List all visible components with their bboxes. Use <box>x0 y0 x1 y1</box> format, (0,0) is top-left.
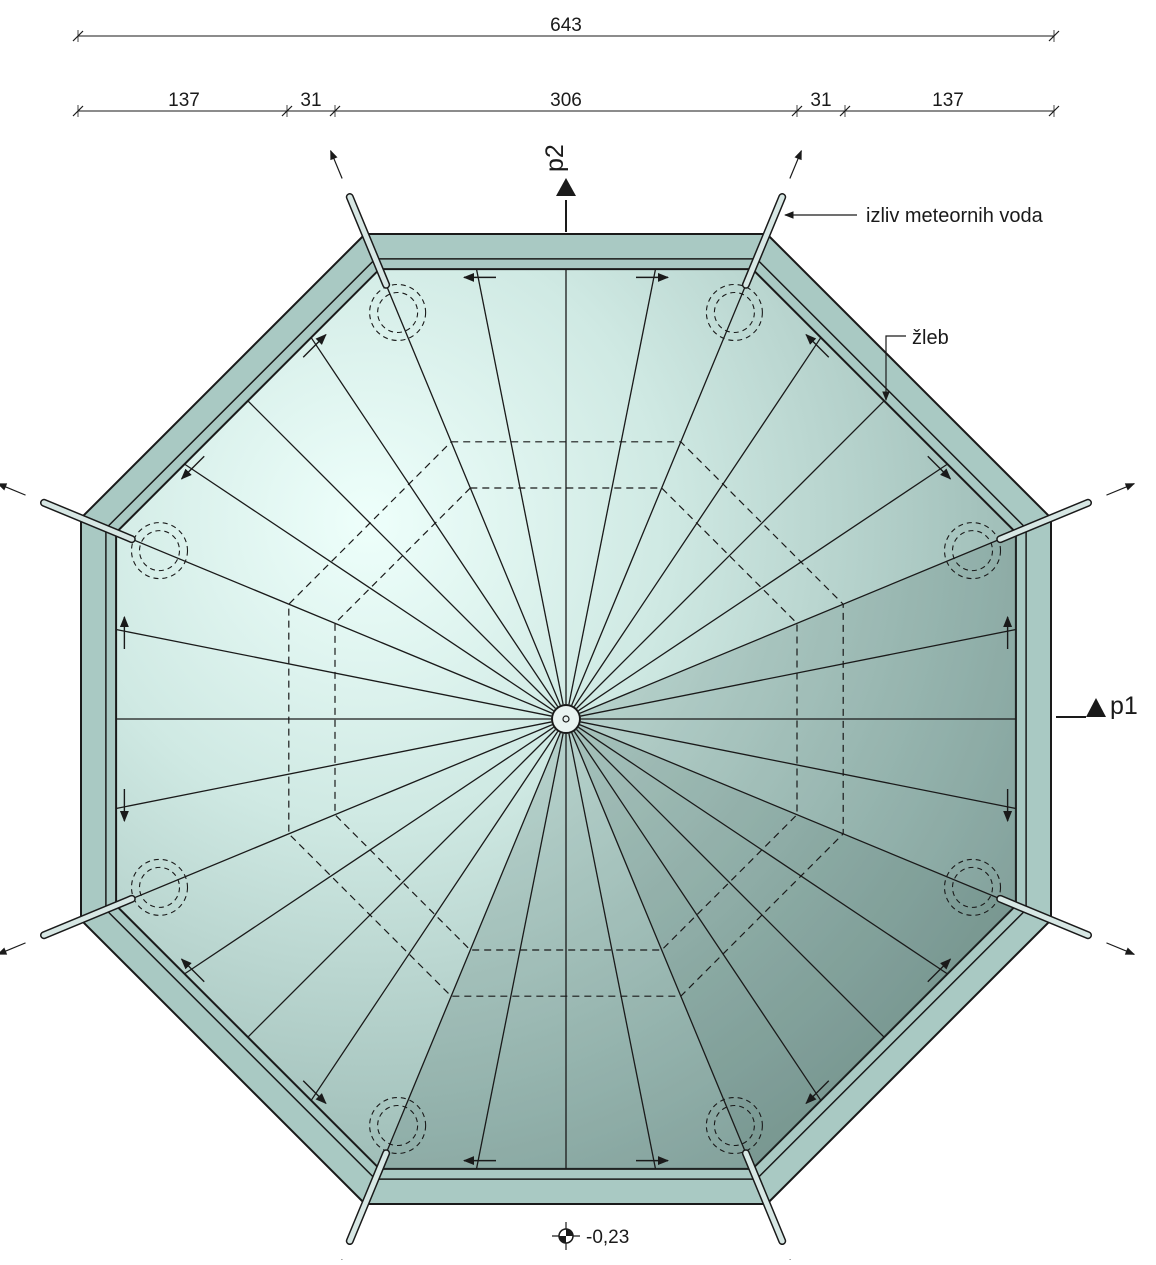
rafter-line <box>568 268 657 705</box>
spout-pipe <box>347 194 389 288</box>
gutter-flow-arrow <box>302 333 327 358</box>
spout-flow-arrow <box>789 149 802 179</box>
rafter-line <box>475 268 564 705</box>
section-p1-triangle-icon <box>1086 698 1106 717</box>
gutter-flow-arrow <box>927 958 952 983</box>
downpipe-inner-circle <box>951 866 994 908</box>
gutter-flow-arrow <box>927 455 952 480</box>
downpipe-outer-circle <box>130 858 189 916</box>
rafter-line <box>576 400 885 709</box>
rafter-line <box>571 732 753 1170</box>
downpipe-outer-circle <box>943 858 1002 916</box>
outlet-spouts <box>0 149 1136 1265</box>
dimension-segment-4: 31 <box>810 90 831 111</box>
spout-flow-arrow <box>330 149 343 179</box>
spout-flow-arrow <box>0 942 26 955</box>
downpipe-outer-circle <box>705 1096 763 1155</box>
rafter-line <box>184 463 554 712</box>
rafter-line <box>571 268 753 706</box>
gutter-leader-arrow <box>882 335 906 401</box>
apex-center <box>562 715 570 723</box>
rafter-line <box>578 726 948 975</box>
spout-pipe <box>347 1150 389 1244</box>
hidden-structure-outline-inner <box>334 487 798 951</box>
gutter-flow-arrow <box>805 1080 830 1105</box>
rafter-line <box>475 733 564 1170</box>
level-mark: -0,23 <box>552 1222 629 1250</box>
rafter-line <box>184 726 554 975</box>
section-p1-label: p1 <box>1110 692 1138 720</box>
spout-pipe <box>743 194 785 288</box>
gutter-annotation: žleb <box>882 327 949 401</box>
downpipe-outer-circle <box>130 522 189 580</box>
rafter-line <box>115 724 553 906</box>
dimension-segment-3: 306 <box>550 90 582 111</box>
rafter-line <box>310 337 559 707</box>
rafter-line <box>576 729 885 1038</box>
rafter-line <box>115 628 552 717</box>
spout-pipe <box>997 500 1091 542</box>
rafter-line <box>247 729 556 1038</box>
downpipe-inner-circle <box>377 291 419 334</box>
section-p2-label: p2 <box>541 144 569 172</box>
spout-pipe <box>41 896 135 938</box>
rafter-line <box>573 731 822 1101</box>
downpipe-inner-circle <box>713 291 755 334</box>
downpipe-inner-circle <box>377 1104 419 1147</box>
downpipe-outer-circle <box>369 283 427 342</box>
gutter-flow-arrows <box>119 272 1013 1166</box>
dimension-segment-5: 137 <box>932 90 964 111</box>
rafter-line <box>310 731 559 1101</box>
downpipe-inner-circle <box>138 530 181 572</box>
rafter-line <box>115 721 552 810</box>
rafter-line <box>580 721 1017 810</box>
spout-flow-arrow <box>1106 942 1136 955</box>
rafter-line <box>247 400 556 709</box>
gutter-flow-arrow <box>302 1080 327 1105</box>
dimension-segment-2: 31 <box>300 90 321 111</box>
spout-flow-arrow <box>1106 483 1136 496</box>
section-p2-triangle-icon <box>556 178 576 196</box>
level-value: -0,23 <box>586 1227 629 1248</box>
downpipe-inner-circle <box>138 866 181 908</box>
rafter-line <box>379 732 561 1170</box>
gutter-flow-arrow <box>180 958 205 983</box>
spout-pipe <box>997 896 1091 938</box>
outlet-annotation: izliv meteornih voda <box>784 205 1044 227</box>
rafter-line <box>568 733 657 1170</box>
downpipe-outer-circle <box>705 283 763 342</box>
downpipe-outer-circle <box>943 522 1002 580</box>
dimension-ticks <box>72 30 1060 117</box>
rafter-line <box>580 628 1017 717</box>
rafter-line <box>573 337 822 707</box>
gutter-label: žleb <box>912 327 949 349</box>
rafter-line <box>579 532 1017 714</box>
downpipe-outer-circle <box>369 1096 427 1155</box>
section-mark-p1: p1 <box>1056 692 1138 720</box>
apex-circle <box>551 704 581 734</box>
dimension-segment-1: 137 <box>168 90 200 111</box>
spout-pipe <box>41 500 135 542</box>
gutter-flow-arrow <box>180 455 205 480</box>
rafter-line <box>578 463 948 712</box>
spout-pipe <box>743 1150 785 1244</box>
downpipe-circles <box>130 283 1002 1155</box>
section-mark-p2: p2 <box>541 144 576 232</box>
rafter-line <box>379 268 561 706</box>
gutter-flow-arrow <box>805 333 830 358</box>
rafter-line <box>115 532 553 714</box>
level-symbol-fill-icon <box>559 1229 573 1243</box>
overall-dimension: 643 <box>550 15 582 36</box>
rafter-line <box>579 724 1017 906</box>
apex-cap <box>551 704 581 734</box>
spout-flow-arrow <box>0 483 26 496</box>
outlet-label: izliv meteornih voda <box>866 205 1044 227</box>
octagonal-roof <box>0 149 1136 1265</box>
downpipe-inner-circle <box>713 1104 755 1147</box>
downpipe-inner-circle <box>951 530 994 572</box>
dimension-lines: 643 137 31 306 31 137 <box>72 15 1060 117</box>
roof-rafters <box>115 268 1017 1170</box>
